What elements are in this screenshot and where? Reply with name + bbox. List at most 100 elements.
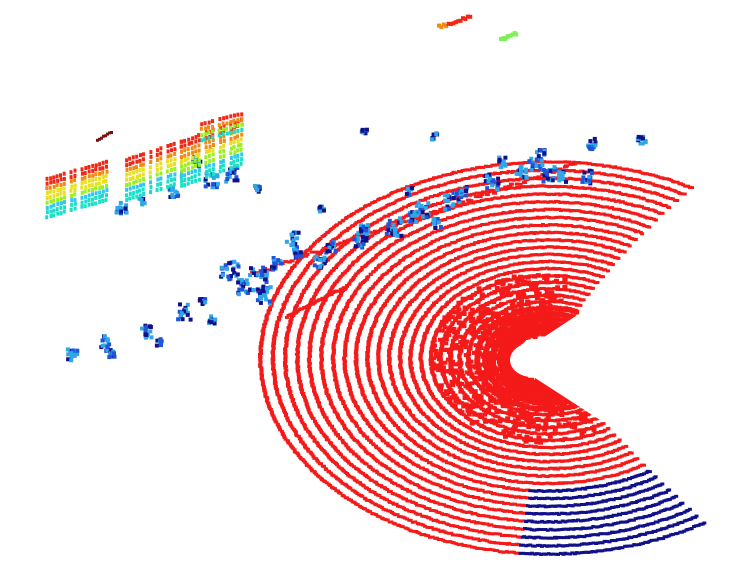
ground-point [443, 450, 448, 454]
ground-point [616, 207, 621, 211]
ground-point [319, 306, 323, 310]
ground-point [336, 434, 341, 438]
ground-point [497, 266, 501, 269]
ground-point [353, 452, 358, 456]
ground-point [608, 458, 613, 462]
ground-point [484, 294, 489, 298]
ground-point [425, 507, 430, 510]
ground-point [502, 227, 507, 231]
ground-point [346, 300, 351, 303]
ground-point [408, 358, 413, 362]
ground-point [354, 259, 359, 263]
ground-point [401, 235, 406, 239]
ground-point [497, 517, 502, 521]
ground-point [637, 213, 642, 217]
ground-point [560, 466, 565, 470]
ground-point [625, 453, 630, 456]
ground-point [522, 295, 527, 299]
ground-point [550, 474, 555, 478]
ground-point [546, 474, 551, 478]
ground-point [374, 254, 379, 257]
ground-point [419, 349, 424, 353]
ground-point [578, 472, 583, 476]
ground-point [404, 456, 409, 460]
ground-point [474, 249, 479, 253]
ground-point [594, 212, 599, 216]
ground-point [417, 237, 422, 241]
ground-point [518, 269, 523, 272]
ground-point [453, 231, 458, 235]
ground-point [554, 267, 559, 271]
ground-point [355, 368, 360, 372]
ground-point [449, 505, 454, 509]
ground-point [321, 411, 325, 414]
ground-point [560, 274, 565, 278]
ground-point [324, 390, 329, 394]
ground-point [299, 326, 304, 330]
ground-point [365, 275, 370, 279]
ground-point [370, 409, 375, 413]
ground-point [428, 406, 433, 410]
ground-point [522, 466, 527, 470]
ground-point [577, 209, 582, 213]
ground-point [392, 291, 397, 294]
ground-point [548, 466, 552, 470]
ground-point [574, 193, 578, 197]
ground-point [295, 348, 300, 352]
ground-point [566, 246, 571, 250]
ground-point [385, 488, 390, 491]
ground-point [382, 439, 387, 443]
ground-point [387, 256, 392, 260]
ground-point [494, 492, 499, 496]
ground-point [343, 340, 348, 344]
ground-point [472, 495, 477, 499]
ground-point [441, 392, 446, 396]
ground-point [518, 247, 523, 250]
ground-point [559, 246, 564, 249]
ground-point [458, 264, 463, 268]
ground-point [545, 266, 549, 270]
ground-point [435, 248, 440, 252]
ground-point [309, 375, 314, 379]
ground-point [422, 413, 427, 417]
ground-point [307, 355, 312, 359]
ground-point [524, 261, 528, 265]
ground-point [500, 411, 505, 414]
ground-point [447, 251, 452, 255]
ground-point [495, 424, 500, 428]
ground-point [542, 481, 547, 485]
ground-point [378, 291, 383, 295]
ground-point [356, 333, 361, 337]
ground-point [389, 376, 394, 380]
ground-point [326, 318, 330, 322]
ground-point [529, 481, 534, 485]
ground-point [573, 232, 578, 236]
ground-point [596, 236, 600, 240]
ground-point [416, 431, 421, 435]
ground-point [464, 511, 469, 514]
ground-point [365, 363, 370, 367]
ground-point [408, 362, 413, 366]
ground-point [343, 370, 348, 374]
ground-point [387, 348, 392, 352]
ground-point [476, 191, 481, 195]
ground-point [385, 466, 390, 470]
ground-point [521, 489, 526, 492]
ground-point [488, 253, 493, 257]
ground-point [502, 242, 507, 246]
ground-point [597, 228, 602, 232]
ground-point [418, 455, 423, 459]
ground-point [524, 193, 529, 197]
ground-point [401, 258, 406, 262]
ground-point [362, 434, 367, 438]
ground-point [418, 408, 423, 412]
ground-point [433, 501, 438, 505]
ground-point [542, 215, 547, 219]
ground-point [590, 195, 594, 199]
ground-point [595, 219, 600, 223]
ground-point [553, 466, 558, 470]
ground-point [540, 239, 545, 243]
ground-point [324, 320, 329, 324]
